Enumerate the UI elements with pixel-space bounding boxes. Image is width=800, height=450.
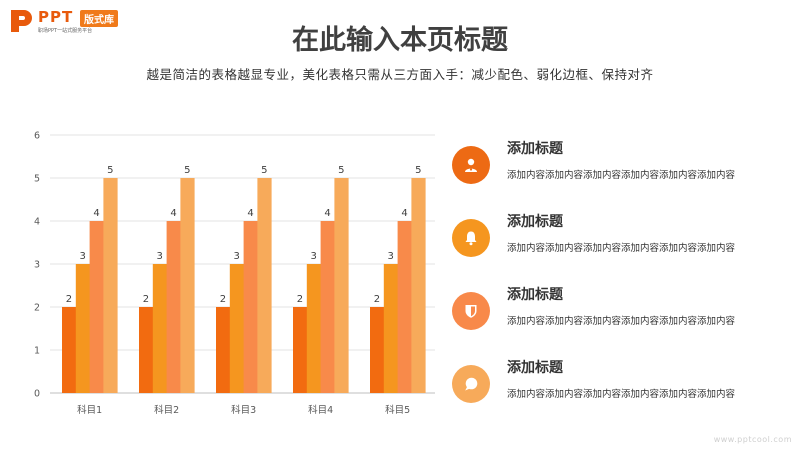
data-label: 4: [170, 208, 176, 219]
bar: [103, 178, 118, 393]
info-title: 添加标题: [507, 214, 563, 230]
bar: [180, 178, 195, 393]
watermark: www.pptcool.com: [713, 435, 792, 444]
logo-tag: 版式库: [80, 10, 118, 27]
data-label: 2: [297, 294, 303, 305]
info-icon-circle: [452, 146, 490, 184]
bar: [229, 264, 244, 393]
logo: PPT 版式库 职场PPT一站式服务平台: [8, 6, 158, 36]
data-label: 2: [220, 294, 226, 305]
x-tick-label: 科目4: [308, 404, 333, 416]
data-label: 2: [143, 294, 149, 305]
data-label: 4: [93, 208, 99, 219]
data-label: 3: [388, 251, 394, 262]
y-tick-label: 3: [34, 260, 40, 271]
bar: [243, 221, 258, 393]
bar: [216, 307, 231, 393]
y-tick-label: 2: [34, 303, 40, 314]
data-label: 4: [247, 208, 253, 219]
info-item: 添加标题 添加内容添加内容添加内容添加内容添加内容添加内容: [450, 284, 790, 334]
info-title: 添加标题: [507, 360, 563, 376]
logo-subtitle: 职场PPT一站式服务平台: [38, 28, 93, 34]
data-label: 3: [234, 251, 240, 262]
bar: [293, 307, 308, 393]
bar: [370, 307, 385, 393]
logo-brand: PPT: [38, 8, 74, 26]
bar: [75, 264, 90, 393]
info-icon-circle: [452, 365, 490, 403]
shield-icon: [465, 305, 477, 318]
bell-icon: [465, 231, 477, 246]
info-title: 添加标题: [507, 287, 563, 303]
bar: [89, 221, 104, 393]
x-tick-label: 科目3: [231, 404, 256, 416]
data-label: 4: [324, 208, 330, 219]
user-badge-icon: [465, 158, 477, 172]
info-desc: 添加内容添加内容添加内容添加内容添加内容添加内容: [507, 243, 736, 254]
info-item: 添加标题 添加内容添加内容添加内容添加内容添加内容添加内容: [450, 138, 790, 188]
bar: [152, 264, 167, 393]
data-label: 5: [107, 165, 113, 176]
bar: [411, 178, 426, 393]
bar: [62, 307, 77, 393]
info-title: 添加标题: [507, 141, 563, 157]
bar: [397, 221, 412, 393]
bar-chart: 0 1 2 3 4 5 6 2 3 4 5 科目1 2 3 4 5 科目2 2 3 4 5 科目3 2 3 4 5 科目4 2 3 4 5 科…: [34, 131, 435, 416]
data-label: 5: [415, 165, 421, 176]
x-tick-label: 科目1: [77, 404, 102, 416]
bar: [166, 221, 181, 393]
logo-mark-icon: [11, 10, 32, 32]
info-icon-circle: [452, 219, 490, 257]
page-title: 在此输入本页标题: [292, 25, 508, 56]
info-desc: 添加内容添加内容添加内容添加内容添加内容添加内容: [507, 316, 736, 327]
bar: [139, 307, 154, 393]
x-tick-label: 科目2: [154, 404, 179, 416]
data-label: 3: [311, 251, 317, 262]
info-item: 添加标题 添加内容添加内容添加内容添加内容添加内容添加内容: [450, 357, 790, 407]
y-tick-label: 5: [34, 174, 40, 185]
y-tick-label: 6: [34, 131, 40, 142]
y-tick-label: 4: [34, 217, 40, 228]
data-label: 5: [184, 165, 190, 176]
bar: [334, 178, 349, 393]
data-label: 3: [80, 251, 86, 262]
data-label: 3: [157, 251, 163, 262]
data-label: 5: [261, 165, 267, 176]
bar: [306, 264, 321, 393]
y-tick-label: 0: [34, 389, 40, 400]
info-desc: 添加内容添加内容添加内容添加内容添加内容添加内容: [507, 389, 736, 400]
bar: [257, 178, 272, 393]
bar: [320, 221, 335, 393]
info-icon-circle: [452, 292, 490, 330]
info-desc: 添加内容添加内容添加内容添加内容添加内容添加内容: [507, 170, 736, 181]
x-tick-label: 科目5: [385, 404, 410, 416]
bar: [383, 264, 398, 393]
data-label: 2: [66, 294, 72, 305]
data-label: 4: [401, 208, 407, 219]
page-subtitle: 越是简洁的表格越显专业，美化表格只需从三方面入手：减少配色、弱化边框、保持对齐: [146, 67, 654, 82]
data-label: 5: [338, 165, 344, 176]
info-item: 添加标题 添加内容添加内容添加内容添加内容添加内容添加内容: [450, 211, 790, 261]
chat-bubble-icon: [465, 377, 478, 391]
y-tick-label: 1: [34, 346, 40, 357]
data-label: 2: [374, 294, 380, 305]
